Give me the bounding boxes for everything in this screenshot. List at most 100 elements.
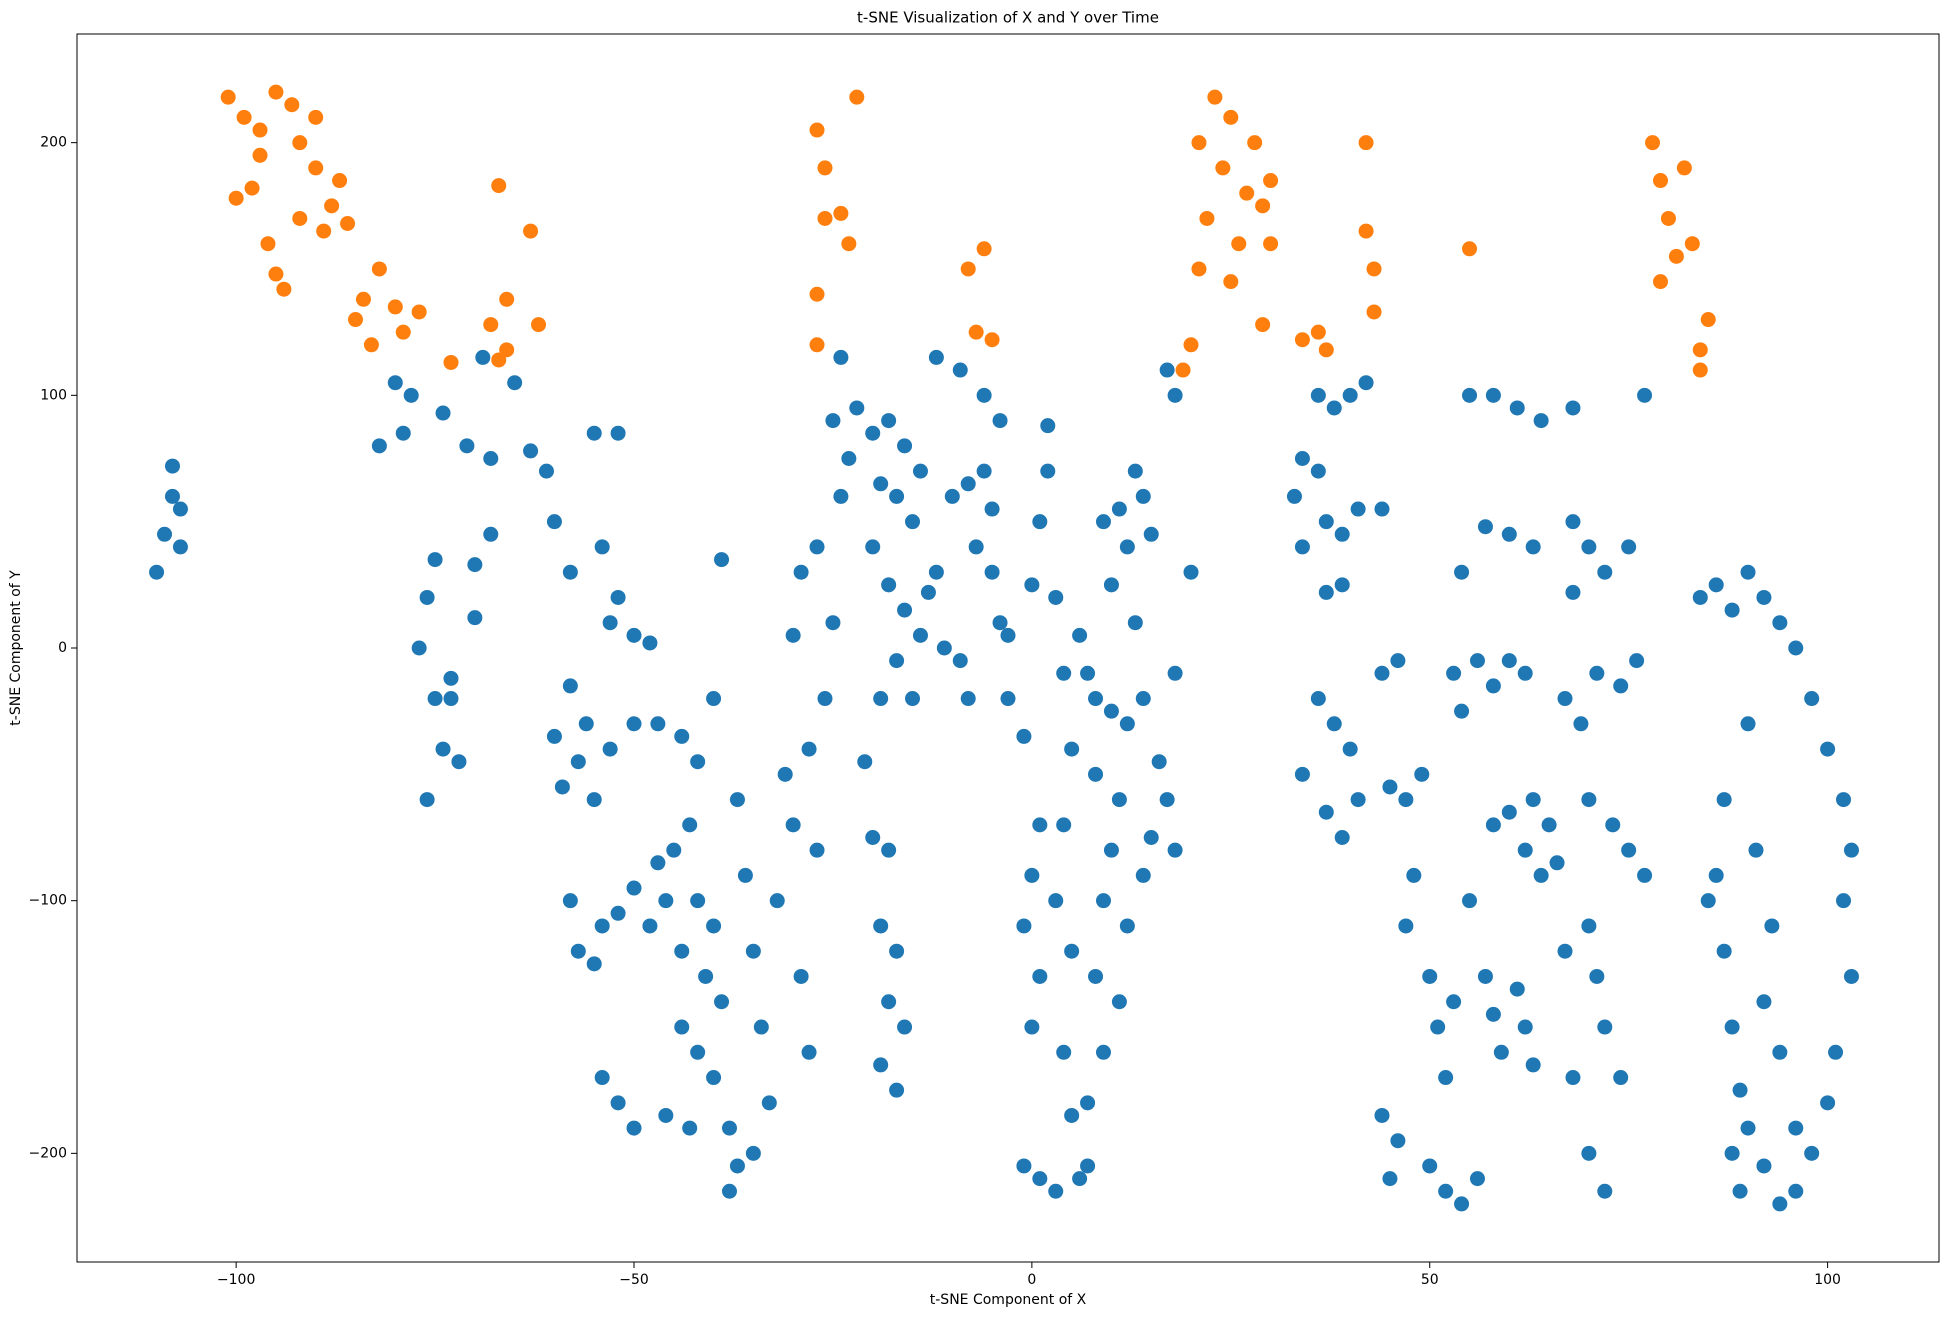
scatter-point	[865, 425, 881, 441]
scatter-point	[889, 943, 905, 959]
scatter-point	[1032, 817, 1048, 833]
scatter-point	[1374, 665, 1390, 681]
scatter-point	[586, 425, 602, 441]
scatter-point	[1477, 968, 1493, 984]
scatter-point	[1660, 210, 1676, 226]
scatter-point	[1724, 1019, 1740, 1035]
scatter-point	[1756, 589, 1772, 605]
scatter-point	[562, 564, 578, 580]
scatter-point	[602, 741, 618, 757]
scatter-point	[729, 1158, 745, 1174]
scatter-point	[1629, 653, 1645, 669]
scatter-point	[825, 413, 841, 429]
scatter-point	[1310, 463, 1326, 479]
scatter-point	[1199, 210, 1215, 226]
x-tick-label: 50	[1421, 1272, 1439, 1288]
scatter-point	[905, 514, 921, 530]
scatter-point	[841, 236, 857, 252]
scatter-point	[546, 728, 562, 744]
scatter-point	[1700, 893, 1716, 909]
scatter-point	[1167, 842, 1183, 858]
scatter-point	[825, 615, 841, 631]
scatter-point	[1390, 653, 1406, 669]
scatter-point	[1788, 1183, 1804, 1199]
scatter-point	[1358, 375, 1374, 391]
scatter-point	[976, 241, 992, 257]
scatter-point	[761, 1095, 777, 1111]
scatter-point	[1127, 463, 1143, 479]
scatter-point	[1477, 519, 1493, 535]
y-tick-label: 0	[58, 640, 67, 656]
scatter-point	[1095, 1044, 1111, 1060]
scatter-point	[984, 564, 1000, 580]
scatter-point	[419, 792, 435, 808]
scatter-point	[881, 994, 897, 1010]
scatter-point	[475, 349, 491, 365]
scatter-point	[149, 564, 165, 580]
scatter-point	[1820, 1095, 1836, 1111]
scatter-point	[785, 627, 801, 643]
scatter-point	[769, 893, 785, 909]
scatter-point	[387, 299, 403, 315]
scatter-point	[1342, 741, 1358, 757]
scatter-point	[1000, 691, 1016, 707]
scatter-point	[1183, 337, 1199, 353]
scatter-point	[745, 1145, 761, 1161]
scatter-point	[1294, 539, 1310, 555]
x-tick-label: −50	[619, 1272, 649, 1288]
scatter-point	[276, 281, 292, 297]
scatter-point	[1127, 615, 1143, 631]
scatter-point	[1843, 968, 1859, 984]
scatter-point	[427, 691, 443, 707]
scatter-point	[1454, 703, 1470, 719]
scatter-point	[801, 741, 817, 757]
scatter-point	[1016, 918, 1032, 934]
scatter-point	[912, 627, 928, 643]
scatter-point	[1549, 855, 1565, 871]
scatter-point	[1119, 539, 1135, 555]
scatter-point	[1788, 1120, 1804, 1136]
scatter-point	[1724, 602, 1740, 618]
scatter-point	[371, 261, 387, 277]
scatter-point	[968, 539, 984, 555]
scatter-point	[395, 324, 411, 340]
scatter-point	[355, 291, 371, 307]
scatter-point	[1318, 804, 1334, 820]
scatter-point	[292, 135, 308, 151]
scatter-point	[172, 501, 188, 517]
scatter-point	[817, 691, 833, 707]
scatter-point	[1374, 501, 1390, 517]
scatter-point	[642, 918, 658, 934]
scatter-point	[403, 387, 419, 403]
scatter-point	[1159, 362, 1175, 378]
scatter-point	[371, 438, 387, 454]
scatter-point	[1716, 943, 1732, 959]
scatter-point	[968, 324, 984, 340]
scatter-point	[809, 337, 825, 353]
scatter-point	[1191, 135, 1207, 151]
scatter-point	[507, 375, 523, 391]
plot-area	[149, 84, 1859, 1212]
scatter-point	[1469, 1171, 1485, 1187]
scatter-point	[451, 754, 467, 770]
x-tick-label: −100	[217, 1272, 255, 1288]
scatter-point	[1247, 135, 1263, 151]
y-tick-label: 100	[40, 387, 67, 403]
chart-title: t-SNE Visualization of X and Y over Time	[857, 9, 1159, 27]
scatter-point	[1056, 817, 1072, 833]
scatter-point	[1382, 779, 1398, 795]
scatter-point	[793, 968, 809, 984]
scatter-point	[690, 1044, 706, 1060]
scatter-point	[706, 1070, 722, 1086]
scatter-point	[220, 89, 236, 105]
scatter-point	[1557, 691, 1573, 707]
scatter-point	[1517, 842, 1533, 858]
scatter-point	[1557, 943, 1573, 959]
scatter-point	[1692, 362, 1708, 378]
scatter-point	[1143, 526, 1159, 542]
scatter-point	[753, 1019, 769, 1035]
scatter-point	[674, 728, 690, 744]
scatter-point	[523, 443, 539, 459]
scatter-point	[244, 180, 260, 196]
scatter-point	[817, 160, 833, 176]
